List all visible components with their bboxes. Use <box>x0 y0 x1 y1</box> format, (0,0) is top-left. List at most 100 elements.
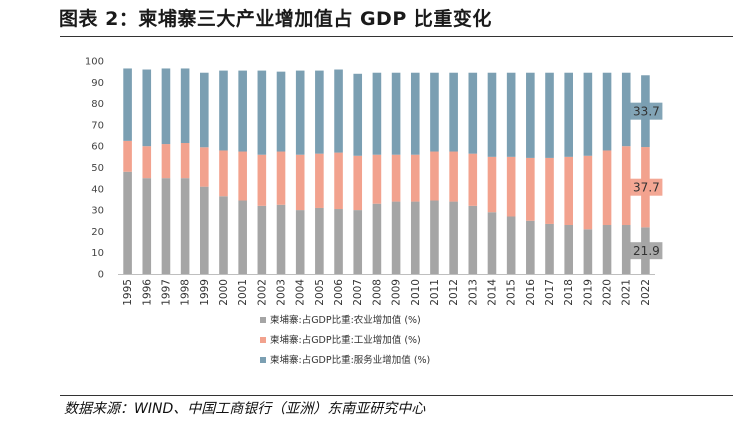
bar-agriculture-2017 <box>545 223 554 274</box>
y-axis: 0 10 20 30 40 50 60 70 80 90 100 <box>85 57 104 281</box>
x-tick-label: 2021 <box>621 279 633 306</box>
bar-services-2019 <box>583 72 593 156</box>
x-tick-label: 2001 <box>237 279 249 306</box>
bar-industry-2010 <box>410 154 420 202</box>
y-tick-label: 90 <box>91 78 104 89</box>
x-tick-label: 1997 <box>160 279 172 306</box>
bar-services-2013 <box>468 72 478 154</box>
bar-agriculture-1997 <box>161 178 171 274</box>
source-divider <box>60 395 733 396</box>
bar-services-1995 <box>123 68 132 141</box>
bar-agriculture-2005 <box>315 207 324 274</box>
bar-agriculture-2016 <box>526 220 535 274</box>
bar-agriculture-2021 <box>621 225 631 274</box>
x-tick-label: 2000 <box>218 279 230 306</box>
bar-services-2006 <box>334 69 343 153</box>
x-tick-label: 2004 <box>295 279 307 306</box>
bar-services-2012 <box>449 72 458 152</box>
bar-agriculture-2003 <box>276 204 286 274</box>
bar-industry-2012 <box>449 151 458 202</box>
x-tick-label: 2016 <box>525 279 537 306</box>
legend-entry: 柬埔寨:占GDP比重:服务业增加值 (%) <box>270 354 430 366</box>
bar-agriculture-2018 <box>564 225 573 274</box>
chart-title: 图表 2：柬埔寨三大产业增加值占 GDP 比重变化 <box>59 8 492 30</box>
bar-services-2014 <box>487 72 497 157</box>
bar-agriculture-2013 <box>468 205 478 274</box>
x-tick-label: 2013 <box>467 279 479 306</box>
x-tick-label: 2014 <box>486 279 498 306</box>
bar-agriculture-2009 <box>391 201 401 274</box>
title-divider <box>60 36 733 37</box>
data-label: 37.7 <box>633 181 660 195</box>
x-tick-label: 2015 <box>506 279 518 306</box>
bar-services-2005 <box>315 70 324 154</box>
bar-services-2017 <box>545 72 554 158</box>
y-tick-label: 20 <box>91 227 104 238</box>
bar-agriculture-1998 <box>180 178 190 274</box>
bar-industry-1999 <box>200 147 209 187</box>
bar-services-2000 <box>219 70 228 151</box>
bar-agriculture-2014 <box>487 212 497 274</box>
bar-industry-2008 <box>372 154 382 204</box>
bar-services-2020 <box>602 72 612 151</box>
bar-services-2004 <box>295 70 305 155</box>
bar-agriculture-2006 <box>334 209 343 274</box>
bar-industry-2015 <box>506 156 516 217</box>
legend-swatch <box>260 317 266 323</box>
x-tick-label: 1998 <box>180 279 192 306</box>
x-axis: 1995 1996 1997 1998 1999 2000 2001 2002 2003 2004… <box>118 274 655 306</box>
bar-agriculture-2010 <box>410 201 420 274</box>
data-label-box <box>630 242 663 260</box>
x-tick-label: 2002 <box>256 279 268 306</box>
x-tick-label: 2009 <box>391 279 403 306</box>
bar-services-2010 <box>410 72 420 155</box>
legend-swatch <box>260 337 266 343</box>
bar-agriculture-2015 <box>506 216 516 274</box>
x-tick-label: 1999 <box>199 279 211 306</box>
bar-services-2016 <box>526 72 535 158</box>
bar-industry-1996 <box>142 146 152 179</box>
x-tick-label: 2003 <box>276 279 288 306</box>
bar-services-1997 <box>161 68 171 145</box>
bar-industry-2007 <box>353 155 363 211</box>
bar-agriculture-2004 <box>295 210 305 274</box>
x-tick-label: 2007 <box>352 279 364 306</box>
bar-industry-1998 <box>180 143 190 179</box>
bar-agriculture-1999 <box>200 186 209 274</box>
y-tick-label: 100 <box>85 57 104 68</box>
bar-industry-2001 <box>238 151 247 201</box>
bar-services-1999 <box>200 72 209 148</box>
x-tick-label: 2006 <box>333 279 345 306</box>
bar-agriculture-1995 <box>123 171 132 274</box>
bar-industry-2013 <box>468 153 478 206</box>
data-label-box <box>630 178 663 196</box>
bar-industry-2016 <box>526 157 535 221</box>
bar-services-2018 <box>564 72 573 157</box>
bar-services-2008 <box>372 72 382 155</box>
bar-services-2003 <box>276 71 286 152</box>
bar-industry-1997 <box>161 144 171 179</box>
y-tick-label: 70 <box>91 120 104 131</box>
x-tick-label: 1996 <box>141 279 153 306</box>
bar-services-2001 <box>238 70 247 152</box>
bar-agriculture-2001 <box>238 200 247 274</box>
x-tick-label: 1995 <box>122 279 134 306</box>
bar-industry-2009 <box>391 154 401 202</box>
y-tick-label: 60 <box>91 142 104 153</box>
bar-agriculture-2007 <box>353 210 363 274</box>
data-source: 数据来源：WIND、中国工商银行（亚洲）东南亚研究中心 <box>64 401 426 417</box>
bar-agriculture-2011 <box>430 200 439 274</box>
bar-agriculture-2020 <box>602 225 612 274</box>
bar-agriculture-2000 <box>219 196 228 274</box>
bar-industry-2020 <box>602 150 612 226</box>
x-tick-label: 2020 <box>602 279 614 306</box>
bar-industry-2002 <box>257 154 267 206</box>
bar-industry-2005 <box>315 153 324 208</box>
bar-industry-2018 <box>564 156 573 226</box>
y-tick-label: 50 <box>91 163 104 174</box>
bar-industry-2017 <box>545 157 554 224</box>
bar-services-2011 <box>430 72 439 152</box>
bar-industry-2006 <box>334 152 343 210</box>
legend-entry: 柬埔寨:占GDP比重:工业增加值 (%) <box>270 334 421 346</box>
